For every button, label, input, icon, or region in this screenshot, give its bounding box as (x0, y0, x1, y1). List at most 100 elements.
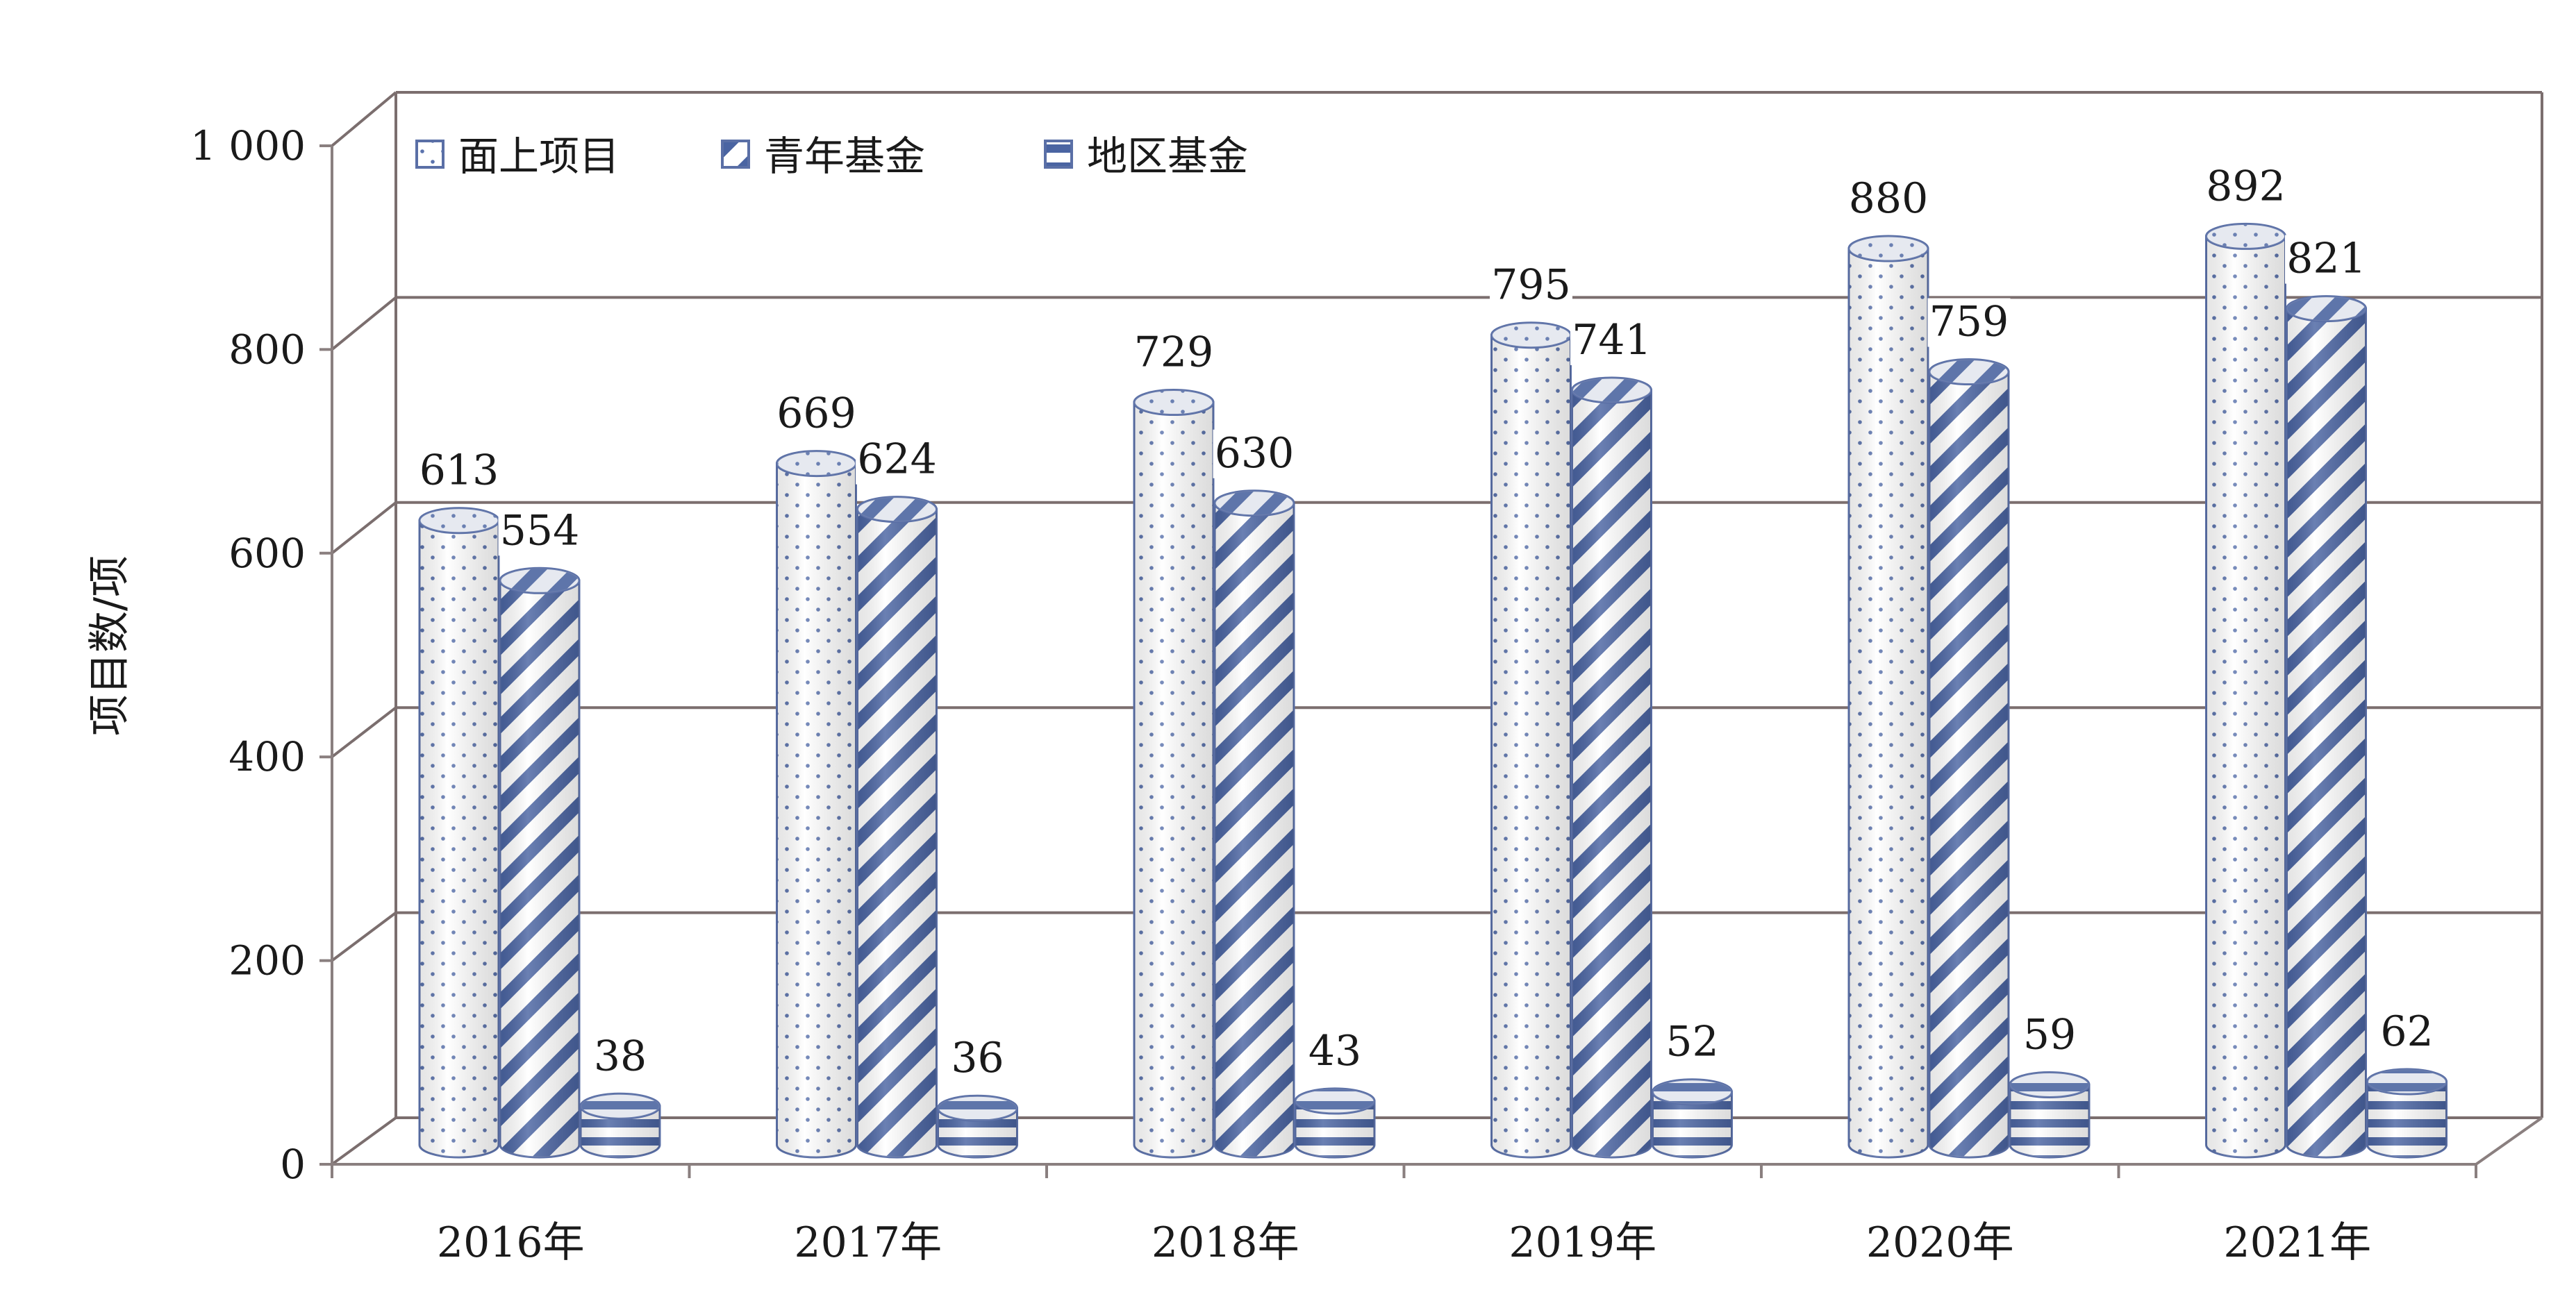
x-tick-label-5: 2021年 (2223, 1218, 2371, 1267)
bar-2-5 (2366, 1068, 2448, 1159)
bar-top (1133, 389, 1215, 417)
data-label-2-5: 62 (2380, 1007, 2433, 1056)
x-tick-label-4: 2020年 (1866, 1218, 2014, 1267)
data-label-2-2: 43 (1308, 1027, 1361, 1075)
bar-1-5 (2286, 295, 2367, 1159)
bar-top-tint (1652, 1079, 1732, 1105)
y-tick-label-1: 200 (228, 937, 306, 984)
legend-label-1: 青年基金 (764, 133, 925, 180)
bar-1-4 (1928, 358, 2010, 1159)
bar-top (856, 496, 938, 523)
bar-top (1213, 489, 1295, 517)
data-label-1-3: 741 (1572, 316, 1652, 364)
bar-top (2009, 1071, 2091, 1098)
bar-1-1 (856, 496, 938, 1159)
legend-swatch-2 (1044, 140, 1073, 169)
bar-shade (1134, 402, 1213, 1157)
bar-top-tint (938, 1096, 1017, 1121)
data-label-bg-2-0 (590, 1032, 650, 1082)
bar-top (1294, 1087, 1376, 1115)
grid-diagonal-5 (331, 91, 397, 147)
bars (418, 222, 2448, 1159)
bar-2-3 (1652, 1078, 1733, 1159)
data-label-bg-2-5 (2377, 1008, 2437, 1057)
bar-shade (581, 1106, 660, 1157)
bar-top-tint (776, 451, 856, 476)
data-label-bg-1-4 (1927, 298, 2011, 347)
bar-top-tint (2286, 296, 2366, 321)
bar-top-tint (2367, 1069, 2447, 1095)
y-tick-label-4: 800 (228, 326, 306, 373)
bar-top (1571, 376, 1652, 404)
data-label-bg-2-3 (1662, 1018, 1722, 1067)
legend-label-2: 地区基金 (1087, 133, 1248, 180)
y-tick-label-0: 0 (280, 1141, 306, 1188)
bar-shade (1929, 371, 2009, 1157)
bar-top (1847, 235, 1929, 262)
data-label-0-2: 729 (1134, 328, 1214, 377)
legend-label-0: 面上项目 (458, 133, 620, 180)
bar-top-tint (419, 508, 499, 533)
bar-0-5 (2205, 222, 2286, 1159)
data-label-bg-1-2 (1213, 429, 1296, 478)
bar-shade (1572, 389, 1652, 1157)
bar-top-tint (857, 496, 937, 522)
bar-shade (776, 463, 856, 1157)
y-tick-label-5: 1 000 (190, 122, 306, 169)
bar-top-tint (1491, 322, 1571, 348)
bar-2-0 (579, 1092, 661, 1159)
bar-top-tint (2010, 1072, 2089, 1098)
data-label-bg-1-1 (856, 435, 938, 485)
x-tick-label-2: 2018年 (1152, 1218, 1299, 1267)
data-label-0-1: 669 (776, 389, 856, 438)
data-label-bg-1-3 (1570, 316, 1653, 365)
legend: 面上项目 青年基金 地区基金 (415, 133, 1248, 180)
bar-top (499, 567, 581, 594)
bar-0-0 (418, 507, 500, 1159)
data-label-2-0: 38 (594, 1032, 647, 1080)
data-label-bg-0-2 (1132, 328, 1215, 378)
bar-0-1 (776, 450, 857, 1159)
axes: 0 200 400 600 800 1 000 项目数/项 2016年 2017年 2018年 20… (85, 122, 2543, 1267)
legend-swatch-1 (721, 140, 750, 169)
grid-diagonal-0 (331, 1116, 397, 1166)
bar-2-1 (937, 1094, 1018, 1159)
grid-lines (331, 91, 2543, 1166)
bar-top (1928, 358, 2010, 386)
bar-2-4 (2009, 1071, 2091, 1159)
grid-diagonal-2 (331, 706, 397, 758)
data-label-1-2: 630 (1215, 429, 1295, 478)
bar-1-0 (499, 567, 581, 1159)
data-label-bg-1-5 (2285, 235, 2368, 284)
bar-shade (857, 509, 937, 1157)
legend-swatch-0 (415, 140, 444, 169)
x-tick-label-1: 2017年 (794, 1218, 942, 1267)
data-label-bg-2-4 (2020, 1011, 2079, 1060)
bar-0-2 (1133, 389, 1215, 1159)
data-label-1-1: 624 (857, 435, 937, 484)
bar-shade (1491, 335, 1571, 1157)
data-label-0-5: 892 (2206, 162, 2286, 210)
data-label-bg-0-1 (775, 389, 858, 439)
data-label-1-4: 759 (1929, 298, 2009, 346)
bar-top (579, 1092, 661, 1120)
data-label-0-3: 795 (1491, 261, 1571, 310)
grid-diagonal-1 (331, 911, 397, 962)
data-label-bg-0-4 (1847, 175, 1930, 224)
y-tick-label-3: 600 (228, 530, 306, 577)
bar-top-tint (1572, 377, 1652, 403)
bar-shade (938, 1108, 1017, 1157)
grid-diagonal-3 (331, 501, 397, 555)
bar-shade (2286, 308, 2366, 1157)
data-label-bg-1-0 (498, 507, 581, 556)
data-label-0-0: 613 (419, 446, 499, 495)
bar-top (937, 1094, 1018, 1122)
bar-0-3 (1490, 321, 1572, 1159)
bar-top-tint (500, 568, 579, 594)
bar-top (2286, 295, 2367, 323)
bar-top-tint (1295, 1088, 1374, 1114)
bar-top-tint (2206, 224, 2286, 249)
bar-shade (1295, 1100, 1374, 1157)
data-label-bg-0-3 (1490, 261, 1572, 310)
bar-top-tint (581, 1093, 660, 1119)
